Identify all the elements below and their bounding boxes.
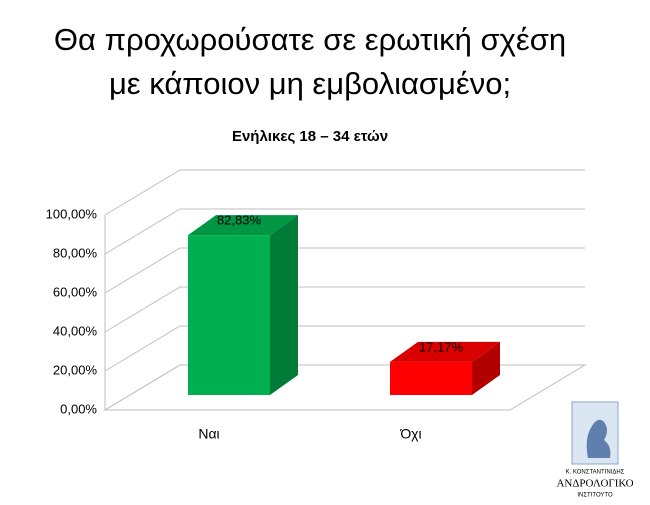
logo-text: ΑΝΔΡΟΛΟΓΙΚΟ: [556, 478, 633, 490]
bar-side: [270, 215, 298, 395]
grid-line: [104, 286, 585, 333]
floor: [103, 364, 587, 411]
bar-front: [390, 361, 472, 395]
logo-text: Κ. ΚΟΝΣΤΑΝΤΙΝΙΔΗΣ: [566, 470, 625, 476]
bar-top: [188, 215, 298, 236]
grid-line: [104, 169, 585, 216]
bar-front: [188, 235, 270, 395]
bar-side: [472, 341, 500, 395]
x-tick-label: Ναι: [198, 426, 219, 442]
data-label: 82,83%: [217, 213, 262, 228]
y-tick-label: 60,00%: [53, 284, 98, 299]
x-tick-label: Όχι: [399, 426, 421, 442]
y-tick-label: 80,00%: [53, 245, 98, 260]
y-tick-label: 40,00%: [53, 323, 98, 338]
bar-top: [390, 341, 500, 362]
grid-line: [104, 364, 585, 411]
logo: Κ. ΚΟΝΣΤΑΝΤΙΝΙΔΗΣ ΑΝΔΡΟΛΟΓΙΚΟ ΙΝΣΤΙΤΟΥΤΟ: [556, 401, 634, 499]
chart-title: Ενήλικες 18 – 34 ετών: [232, 128, 388, 145]
y-tick-label: 20,00%: [53, 362, 98, 377]
grid-line: [104, 247, 585, 294]
slide-title-line: με κάποιον μη εμβολιασμένο;: [109, 66, 511, 101]
grid-line: [104, 325, 585, 372]
logo-text: ΙΝΣΤΙΤΟΥΤΟ: [577, 493, 613, 499]
y-tick-label: 0,00%: [60, 401, 97, 416]
slide-title-line: Θα προχωρούσατε σε ερωτική σχέση: [54, 22, 566, 57]
y-tick-label: 100,00%: [46, 206, 98, 221]
data-label: 17,17%: [419, 339, 464, 354]
logo-figure: [586, 419, 611, 458]
grid-line: [104, 208, 585, 255]
